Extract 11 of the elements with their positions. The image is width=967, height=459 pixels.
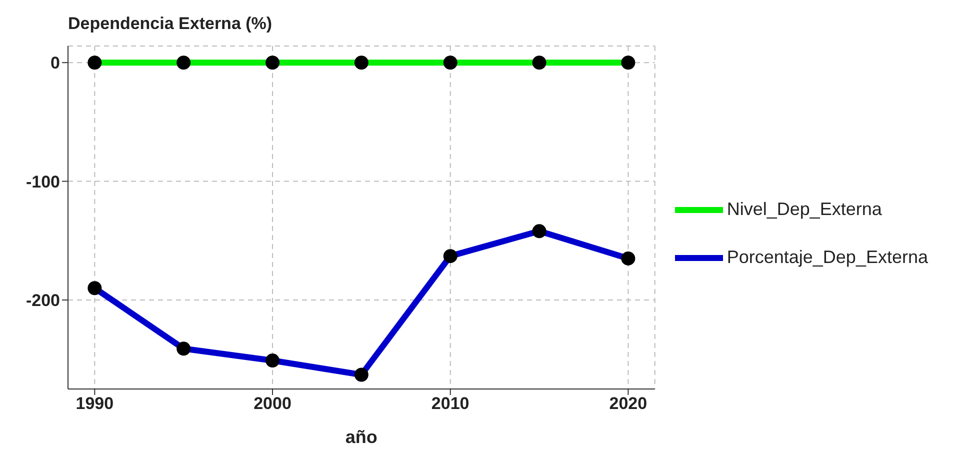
legend-label: Nivel_Dep_Externa	[726, 198, 882, 218]
y-tick-label: -100	[26, 172, 60, 192]
x-tick-label: 1990	[76, 394, 114, 414]
legend-label: Porcentaje_Dep_Externa	[726, 246, 928, 266]
y-tick-label: 0	[50, 54, 60, 73]
y-tick-label: -200	[26, 291, 60, 310]
chart-title: Dependencia Externa (%)	[68, 14, 272, 34]
x-axis-title: año	[345, 427, 378, 447]
x-tick-label: 2020	[609, 394, 648, 414]
x-tick-label: 2000	[254, 394, 292, 414]
x-tick-label: 2010	[431, 394, 470, 414]
